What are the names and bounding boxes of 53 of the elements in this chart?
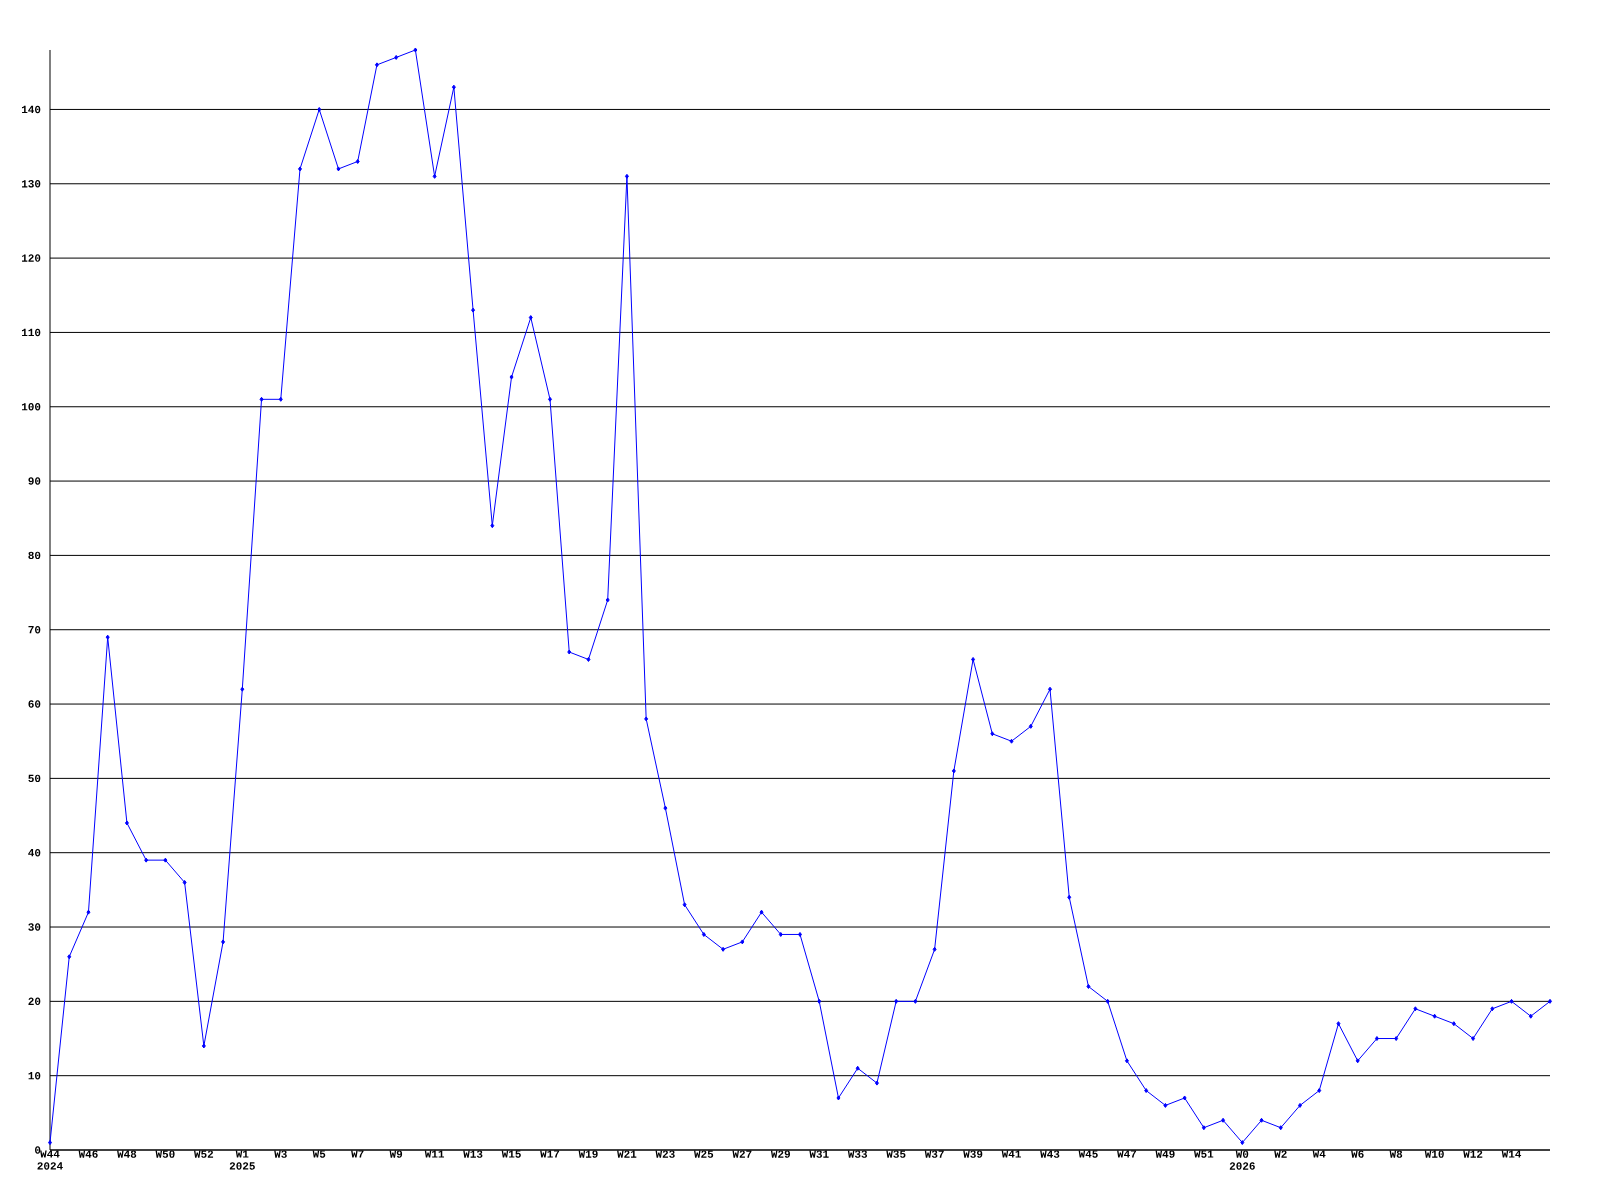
x-tick-label: W12	[1463, 1150, 1483, 1158]
y-tick-label: 60	[28, 700, 41, 708]
y-tick-label: 130	[21, 180, 41, 188]
x-tick-label: W48	[117, 1150, 137, 1158]
x-tick-label: W13	[463, 1150, 483, 1158]
x-tick-label: W1 2025	[229, 1150, 255, 1170]
y-tick-label: 50	[28, 774, 41, 783]
x-tick-label: W7	[351, 1150, 364, 1158]
x-tick-label: W25	[693, 1150, 714, 1158]
x-tick-label: W21	[617, 1150, 637, 1158]
x-tick-label: W3	[274, 1150, 287, 1158]
x-tick-label: W47	[1117, 1150, 1137, 1158]
x-tick-label: W6	[1351, 1150, 1364, 1158]
x-tick-label: W52	[193, 1150, 214, 1158]
x-tick-label: W15	[501, 1150, 521, 1158]
x-tick-label: W19	[578, 1150, 598, 1158]
x-tick-label: W14	[1501, 1150, 1522, 1158]
x-tick-label: W9	[389, 1150, 403, 1158]
x-tick-label: W11	[424, 1150, 445, 1158]
x-tick-label: W10	[1424, 1150, 1444, 1158]
x-tick-label: W17	[540, 1150, 560, 1158]
y-tick-label: 110	[21, 328, 41, 337]
x-tick-label: W23	[655, 1150, 675, 1158]
y-tick-label: 140	[21, 105, 41, 114]
y-tick-label: 20	[28, 997, 41, 1006]
x-tick-label: W27	[732, 1150, 752, 1158]
x-tick-label: W29	[770, 1150, 790, 1158]
x-tick-label: W49	[1155, 1150, 1175, 1158]
x-tick-label: W2	[1274, 1150, 1287, 1158]
x-tick-label: W35	[886, 1150, 906, 1158]
x-tick-label: W33	[847, 1150, 868, 1158]
y-tick-label: 0	[35, 1146, 41, 1154]
x-tick-label: W39	[963, 1150, 983, 1158]
x-tick-label: W5	[312, 1150, 326, 1158]
y-tick-label: 120	[21, 254, 41, 262]
x-tick-label: W46	[78, 1150, 98, 1158]
x-tick-label: W51	[1193, 1150, 1214, 1158]
x-tick-label: W8	[1389, 1150, 1403, 1158]
y-tick-label: 100	[21, 403, 41, 411]
y-tick-label: 70	[28, 625, 41, 634]
x-tick-label: W45	[1078, 1150, 1098, 1158]
y-tick-label: 10	[28, 1071, 41, 1080]
x-tick-label: W41	[1001, 1150, 1021, 1158]
x-tick-label: W31	[809, 1150, 829, 1158]
y-tick-label: 80	[28, 551, 41, 560]
x-tick-label: W43	[1040, 1150, 1060, 1158]
y-tick-label: 90	[28, 477, 41, 485]
x-tick-label: W4	[1312, 1150, 1326, 1158]
y-tick-label: 30	[28, 923, 41, 931]
x-tick-label: W50	[155, 1150, 175, 1158]
x-tick-label: W0 2026	[1229, 1150, 1255, 1170]
x-tick-label: W37	[924, 1150, 944, 1158]
y-tick-label: 40	[28, 848, 41, 857]
